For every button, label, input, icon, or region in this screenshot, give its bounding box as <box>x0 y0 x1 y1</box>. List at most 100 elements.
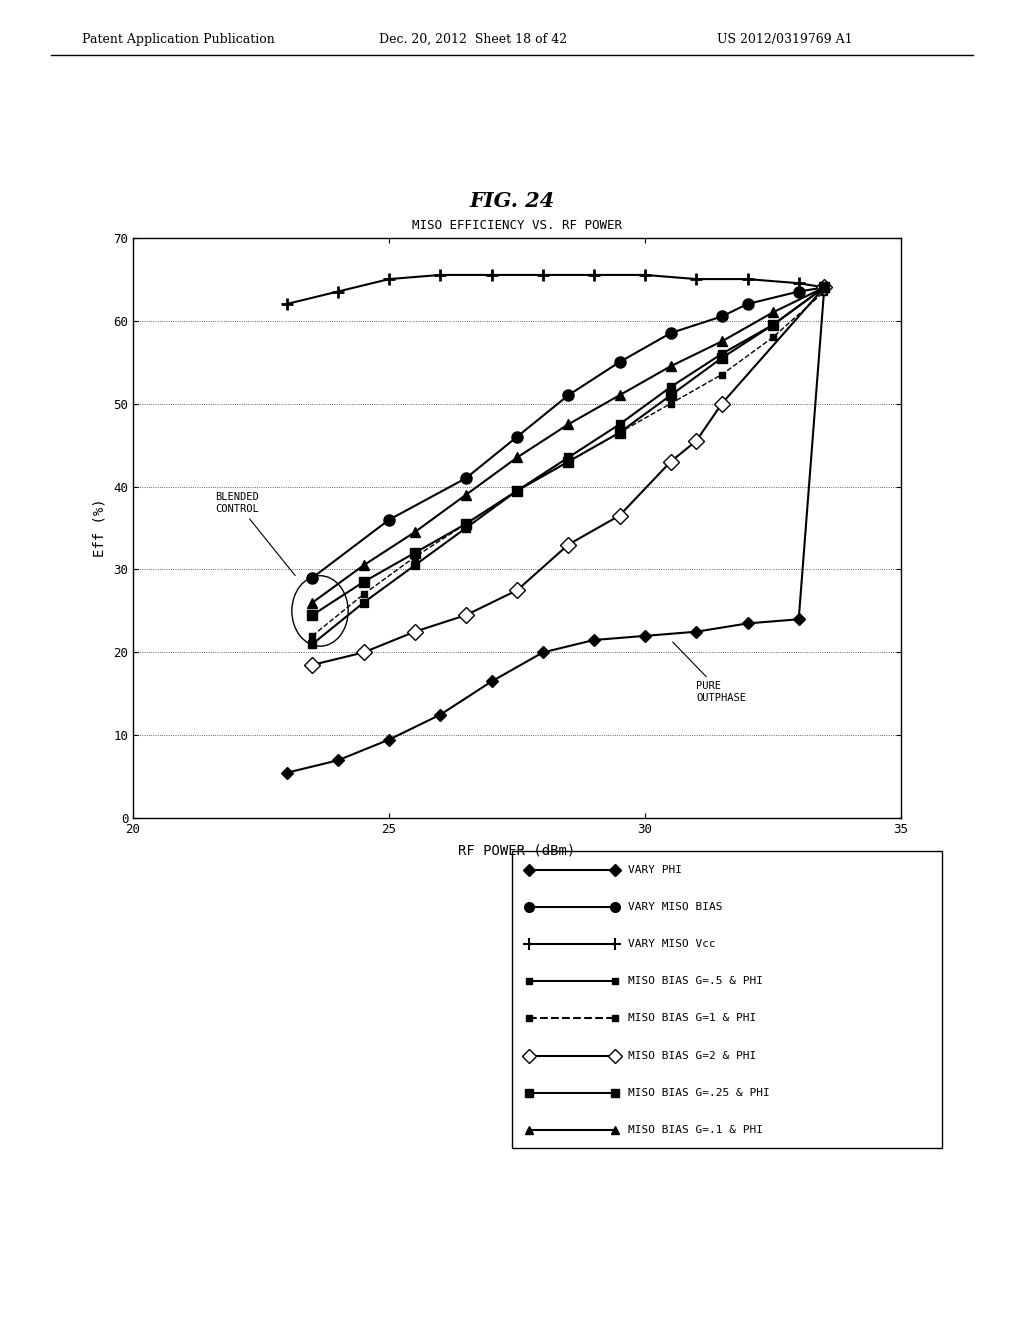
MISO BIAS G=.25 & PHI <box>357 574 370 590</box>
Text: VARY MISO BIAS: VARY MISO BIAS <box>628 902 723 912</box>
VARY PHI <box>434 706 446 722</box>
VARY MISO BIAS <box>716 309 728 325</box>
MISO BIAS G=.5 & PHI <box>357 595 370 611</box>
MISO BIAS G=1 & PHI <box>665 396 677 412</box>
MISO BIAS G=.5 & PHI <box>460 520 472 536</box>
MISO BIAS G=.1 & PHI <box>306 595 318 611</box>
MISO BIAS G=1 & PHI <box>511 483 523 499</box>
MISO BIAS G=1 & PHI <box>613 425 626 441</box>
VARY MISO Vcc <box>639 267 651 282</box>
VARY MISO Vcc <box>281 296 293 312</box>
VARY MISO BIAS <box>306 570 318 586</box>
MISO BIAS G=.25 & PHI <box>665 387 677 403</box>
VARY MISO BIAS <box>818 280 830 296</box>
VARY PHI <box>332 752 344 768</box>
VARY PHI <box>741 615 754 631</box>
VARY PHI <box>690 624 702 640</box>
Line: VARY MISO BIAS: VARY MISO BIAS <box>307 282 829 583</box>
VARY MISO BIAS <box>562 387 574 403</box>
Text: MISO BIAS G=.25 & PHI: MISO BIAS G=.25 & PHI <box>628 1088 770 1098</box>
MISO BIAS G=2 & PHI <box>306 657 318 673</box>
Y-axis label: Eff (%): Eff (%) <box>92 499 106 557</box>
MISO BIAS G=.1 & PHI <box>613 387 626 403</box>
VARY MISO BIAS <box>460 470 472 486</box>
VARY PHI <box>818 280 830 296</box>
Line: MISO BIAS G=2 & PHI: MISO BIAS G=2 & PHI <box>307 282 829 671</box>
MISO BIAS G=1 & PHI <box>767 329 779 345</box>
Text: BLENDED
CONTROL: BLENDED CONTROL <box>215 492 295 576</box>
Text: FIG. 24: FIG. 24 <box>469 191 555 211</box>
Line: MISO BIAS G=.1 & PHI: MISO BIAS G=.1 & PHI <box>307 282 829 607</box>
Line: VARY PHI: VARY PHI <box>283 284 828 777</box>
MISO BIAS G=.25 & PHI <box>409 545 421 561</box>
VARY MISO BIAS <box>741 296 754 312</box>
MISO BIAS G=1 & PHI <box>818 284 830 300</box>
VARY PHI <box>588 632 600 648</box>
VARY MISO Vcc <box>588 267 600 282</box>
X-axis label: RF POWER (dBm): RF POWER (dBm) <box>459 843 575 857</box>
Line: VARY MISO Vcc: VARY MISO Vcc <box>281 269 830 310</box>
Text: MISO BIAS G=2 & PHI: MISO BIAS G=2 & PHI <box>628 1051 757 1060</box>
VARY MISO Vcc <box>793 276 805 292</box>
VARY MISO Vcc <box>485 267 498 282</box>
Text: MISO BIAS G=1 & PHI: MISO BIAS G=1 & PHI <box>628 1014 757 1023</box>
MISO BIAS G=.1 & PHI <box>511 450 523 466</box>
MISO BIAS G=.1 & PHI <box>665 358 677 374</box>
MISO BIAS G=1 & PHI <box>409 549 421 565</box>
MISO BIAS G=.5 & PHI <box>716 346 728 362</box>
MISO BIAS G=.25 & PHI <box>460 516 472 532</box>
Text: MISO BIAS G=.5 & PHI: MISO BIAS G=.5 & PHI <box>628 977 763 986</box>
VARY PHI <box>639 628 651 644</box>
VARY PHI <box>383 731 395 747</box>
MISO BIAS G=1 & PHI <box>460 516 472 532</box>
MISO BIAS G=2 & PHI <box>511 582 523 598</box>
MISO BIAS G=.5 & PHI <box>306 636 318 652</box>
MISO BIAS G=.5 & PHI <box>511 483 523 499</box>
Text: VARY PHI: VARY PHI <box>628 865 682 875</box>
VARY MISO Vcc <box>537 267 549 282</box>
MISO BIAS G=.1 & PHI <box>357 557 370 573</box>
MISO BIAS G=.25 & PHI <box>767 317 779 333</box>
VARY MISO Vcc <box>741 271 754 286</box>
VARY MISO Vcc <box>690 271 702 286</box>
VARY MISO BIAS <box>613 354 626 370</box>
VARY PHI <box>537 644 549 660</box>
MISO BIAS G=.5 & PHI <box>613 416 626 432</box>
VARY PHI <box>281 764 293 780</box>
MISO BIAS G=.1 & PHI <box>409 524 421 540</box>
MISO BIAS G=.25 & PHI <box>511 483 523 499</box>
Text: PURE
OUTPHASE: PURE OUTPHASE <box>673 642 746 704</box>
Text: VARY MISO Vcc: VARY MISO Vcc <box>628 940 716 949</box>
MISO BIAS G=.1 & PHI <box>562 416 574 432</box>
VARY MISO Vcc <box>434 267 446 282</box>
VARY MISO BIAS <box>511 429 523 445</box>
MISO BIAS G=.5 & PHI <box>767 317 779 333</box>
VARY MISO BIAS <box>665 325 677 341</box>
MISO BIAS G=.1 & PHI <box>460 487 472 503</box>
VARY MISO BIAS <box>793 284 805 300</box>
MISO BIAS G=.25 & PHI <box>818 280 830 296</box>
Text: MISO BIAS G=.1 & PHI: MISO BIAS G=.1 & PHI <box>628 1125 763 1135</box>
Text: Patent Application Publication: Patent Application Publication <box>82 33 274 46</box>
MISO BIAS G=2 & PHI <box>665 454 677 470</box>
VARY PHI <box>793 611 805 627</box>
Line: MISO BIAS G=1 & PHI: MISO BIAS G=1 & PHI <box>309 288 827 639</box>
MISO BIAS G=.1 & PHI <box>818 280 830 296</box>
VARY MISO Vcc <box>383 271 395 286</box>
MISO BIAS G=1 & PHI <box>716 367 728 383</box>
MISO BIAS G=.25 & PHI <box>613 425 626 441</box>
VARY MISO Vcc <box>818 280 830 296</box>
Title: MISO EFFICIENCY VS. RF POWER: MISO EFFICIENCY VS. RF POWER <box>412 219 623 232</box>
MISO BIAS G=.5 & PHI <box>818 280 830 296</box>
MISO BIAS G=.5 & PHI <box>665 379 677 395</box>
MISO BIAS G=2 & PHI <box>716 396 728 412</box>
MISO BIAS G=.1 & PHI <box>767 305 779 321</box>
MISO BIAS G=1 & PHI <box>357 586 370 602</box>
Text: Dec. 20, 2012  Sheet 18 of 42: Dec. 20, 2012 Sheet 18 of 42 <box>379 33 567 46</box>
MISO BIAS G=2 & PHI <box>818 280 830 296</box>
MISO BIAS G=2 & PHI <box>409 624 421 640</box>
MISO BIAS G=2 & PHI <box>460 607 472 623</box>
VARY MISO BIAS <box>383 512 395 528</box>
MISO BIAS G=.5 & PHI <box>562 450 574 466</box>
MISO BIAS G=2 & PHI <box>357 644 370 660</box>
